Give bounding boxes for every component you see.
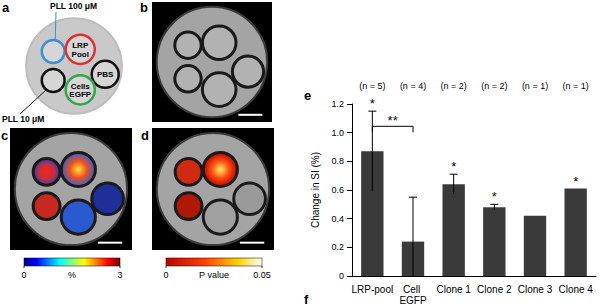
svg-text:c: c: [1, 128, 8, 143]
svg-text:0: 0: [339, 271, 344, 281]
svg-text:*: *: [370, 96, 375, 111]
svg-text:Clone 2: Clone 2: [477, 284, 512, 295]
svg-text:0.05: 0.05: [253, 270, 271, 280]
svg-text:(n = 1): (n = 1): [563, 81, 589, 91]
svg-text:*: *: [573, 174, 578, 189]
svg-text:(n = 5): (n = 5): [359, 81, 385, 91]
svg-text:a: a: [2, 0, 10, 15]
svg-text:PLL 10 μM: PLL 10 μM: [2, 114, 44, 124]
svg-text:%: %: [68, 270, 76, 280]
svg-text:(n = 2): (n = 2): [481, 81, 507, 91]
svg-text:(n = 2): (n = 2): [441, 81, 467, 91]
svg-text:LRP-pool: LRP-pool: [351, 284, 393, 295]
svg-text:*: *: [451, 159, 456, 174]
svg-text:**: **: [388, 113, 398, 128]
svg-text:d: d: [141, 128, 149, 143]
svg-text:Clone 4: Clone 4: [558, 284, 593, 295]
svg-text:Cells: Cells: [71, 82, 91, 91]
svg-text:LRP: LRP: [72, 41, 89, 50]
svg-text:Pool: Pool: [72, 50, 89, 59]
svg-text:Clone 3: Clone 3: [518, 284, 553, 295]
svg-text:EGFP: EGFP: [69, 90, 91, 99]
svg-text:EGFP: EGFP: [399, 295, 427, 306]
svg-text:Clone 1: Clone 1: [436, 284, 471, 295]
svg-text:P value: P value: [199, 270, 229, 280]
svg-text:0.6: 0.6: [331, 185, 344, 195]
svg-text:1.2: 1.2: [331, 99, 344, 109]
svg-text:b: b: [140, 0, 148, 15]
svg-text:PBS: PBS: [97, 70, 114, 79]
svg-text:0: 0: [163, 270, 168, 280]
svg-text:*: *: [492, 189, 497, 204]
svg-text:0.4: 0.4: [331, 214, 344, 224]
svg-text:e: e: [304, 88, 311, 103]
svg-text:f: f: [304, 292, 309, 307]
svg-text:PLL 100 μM: PLL 100 μM: [50, 1, 97, 11]
svg-text:0.2: 0.2: [331, 242, 344, 252]
svg-text:3: 3: [117, 270, 122, 280]
svg-text:Cell: Cell: [403, 284, 423, 295]
svg-text:0.8: 0.8: [331, 156, 344, 166]
svg-text:0: 0: [21, 270, 26, 280]
svg-text:1.0: 1.0: [331, 128, 344, 138]
svg-text:Change in SI (%): Change in SI (%): [310, 152, 321, 228]
svg-text:(n = 4): (n = 4): [400, 81, 426, 91]
svg-text:(n = 1): (n = 1): [522, 81, 548, 91]
